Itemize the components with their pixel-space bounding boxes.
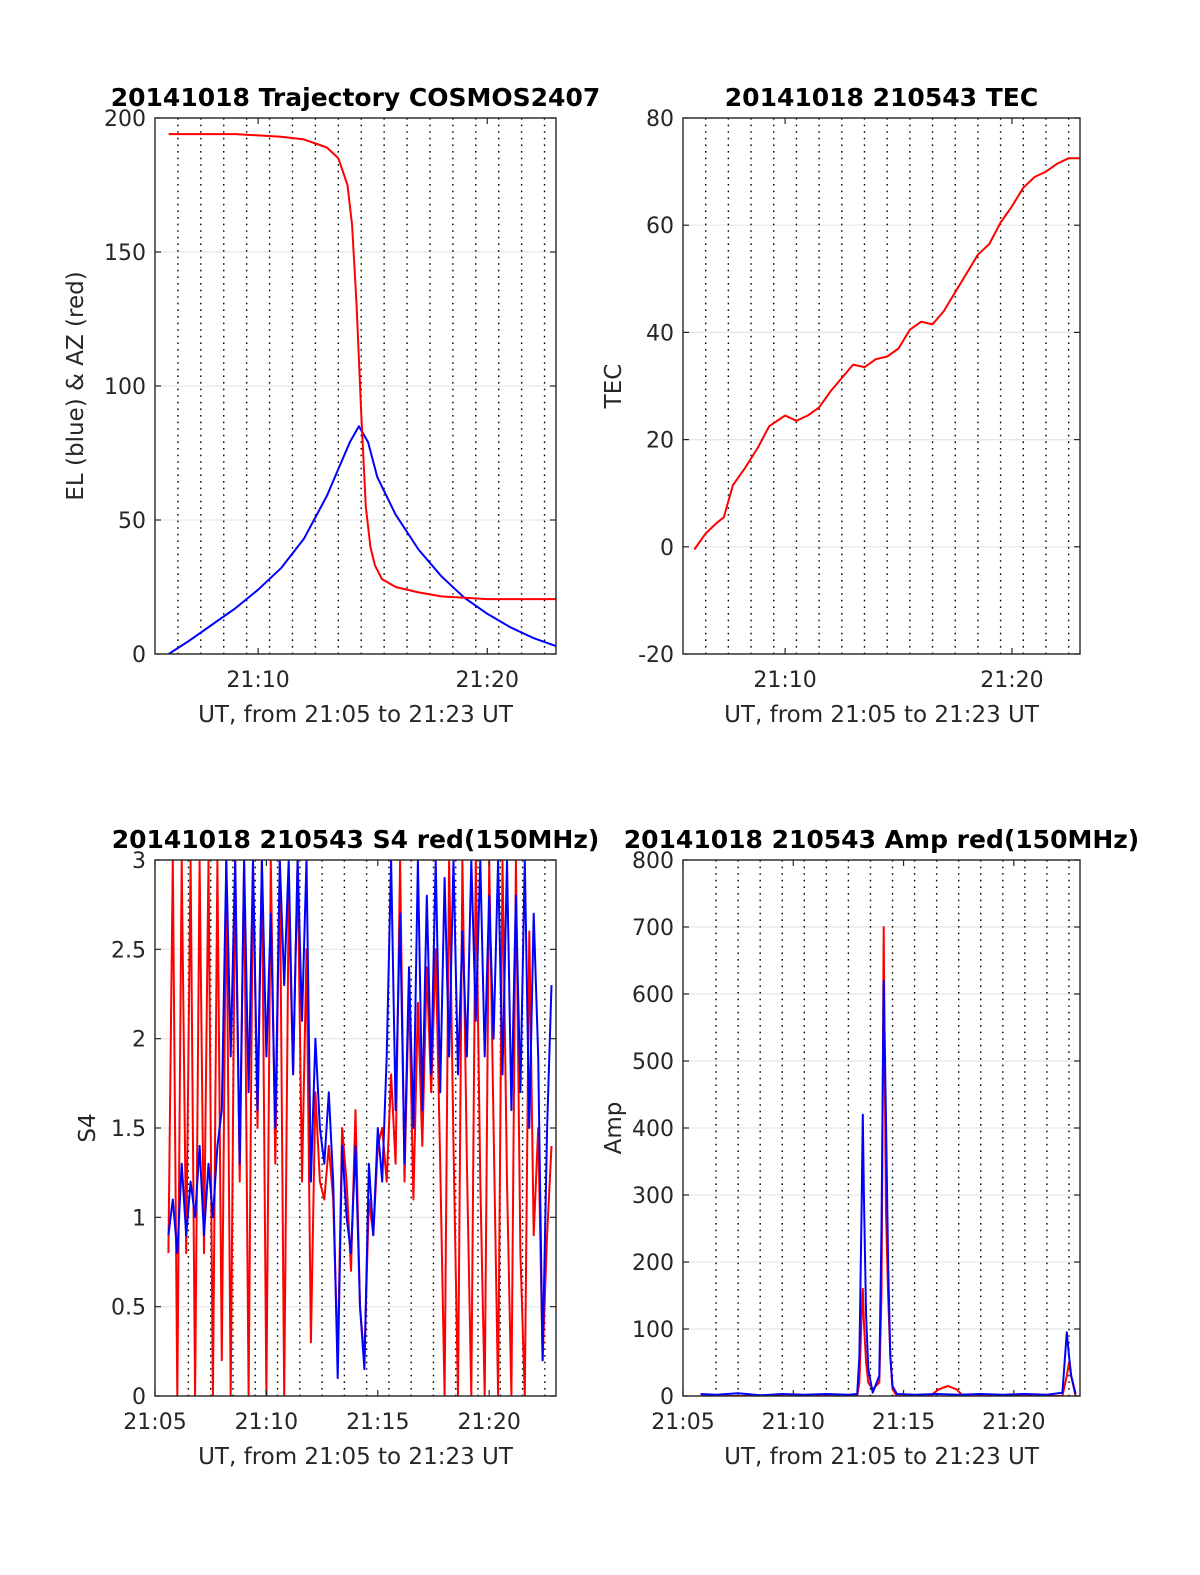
s4-xtick-label: 21:10 <box>235 1410 298 1435</box>
trajectory-plot-area <box>154 117 557 655</box>
amp-ytick-label: 700 <box>632 916 674 941</box>
tec-ytick-label: 20 <box>646 429 674 454</box>
tec-xtick-label: 21:10 <box>753 668 816 693</box>
s4-plot-area <box>154 859 557 1397</box>
trajectory-ytick-label: 100 <box>104 375 146 400</box>
trajectory-xtick-label: 21:20 <box>456 668 519 693</box>
tec-title: 20141018 210543 TEC <box>725 83 1038 112</box>
amp-ytick-label: 200 <box>632 1251 674 1276</box>
tec-xlabel: UT, from 21:05 to 21:23 UT <box>724 702 1040 728</box>
trajectory-ytick-label: 0 <box>132 643 146 668</box>
amp-xtick-label: 21:05 <box>651 1410 714 1435</box>
s4-ylabel: S4 <box>75 1113 101 1142</box>
trajectory-ytick-label: 150 <box>104 241 146 266</box>
s4-ytick-label: 2.5 <box>111 938 146 963</box>
tec-panel: 20141018 210543 TEC UT, from 21:05 to 21… <box>601 83 1081 728</box>
s4-series-blue-line <box>167 860 553 1380</box>
s4-ytick-label: 0 <box>132 1385 146 1410</box>
s4-xtick-label: 21:05 <box>123 1410 186 1435</box>
tec-ytick-label: 80 <box>646 107 674 132</box>
amp-ytick-label: 300 <box>632 1184 674 1209</box>
trajectory-xlabel: UT, from 21:05 to 21:23 UT <box>198 702 514 728</box>
s4-ytick-label: 3 <box>132 849 146 874</box>
s4-ytick-label: 0.5 <box>111 1296 146 1321</box>
amp-ytick-label: 500 <box>632 1050 674 1075</box>
trajectory-xtick-label: 21:10 <box>226 668 289 693</box>
tec-series-red-line <box>693 157 1080 551</box>
amp-ylabel: Amp <box>601 1102 627 1155</box>
amp-ytick-label: 100 <box>632 1318 674 1343</box>
tec-plot-area <box>682 117 1081 655</box>
tec-ytick-label: 60 <box>646 214 674 239</box>
tec-axes-box <box>682 117 1081 655</box>
amp-xlabel: UT, from 21:05 to 21:23 UT <box>724 1444 1040 1470</box>
s4-xtick-label: 21:15 <box>346 1410 409 1435</box>
amp-title: 20141018 210543 Amp red(150MHz) <box>624 825 1140 854</box>
trajectory-ytick-label: 50 <box>118 509 146 534</box>
trajectory-series-el-line <box>168 425 556 654</box>
trajectory-ytick-label: 200 <box>104 107 146 132</box>
amp-xtick-label: 21:20 <box>982 1410 1045 1435</box>
amp-ytick-label: 600 <box>632 983 674 1008</box>
amp-series-blue-line <box>700 979 1077 1396</box>
s4-ytick-label: 1 <box>132 1206 146 1231</box>
tec-ytick-label: -20 <box>638 643 674 668</box>
s4-ytick-label: 2 <box>132 1028 146 1053</box>
trajectory-ylabel: EL (blue) & AZ (red) <box>63 271 89 500</box>
amp-ytick-label: 800 <box>632 849 674 874</box>
s4-ytick-label: 1.5 <box>111 1117 146 1142</box>
amp-plot-area <box>682 859 1081 1397</box>
s4-panel: 20141018 210543 S4 red(150MHz) UT, from … <box>75 825 599 1470</box>
tec-ytick-label: 0 <box>660 536 674 561</box>
amp-panel: 20141018 210543 Amp red(150MHz) UT, from… <box>601 825 1139 1470</box>
s4-title: 20141018 210543 S4 red(150MHz) <box>112 825 600 854</box>
amp-xtick-label: 21:15 <box>872 1410 935 1435</box>
tec-ylabel: TEC <box>601 364 627 410</box>
amp-series-red-line <box>700 926 1077 1396</box>
amp-ytick-label: 400 <box>632 1117 674 1142</box>
tec-xtick-label: 21:20 <box>980 668 1043 693</box>
tec-ytick-label: 40 <box>646 321 674 346</box>
trajectory-panel: 20141018 Trajectory COSMOS2407 UT, from … <box>63 83 600 728</box>
amp-ytick-label: 0 <box>660 1385 674 1410</box>
s4-xlabel: UT, from 21:05 to 21:23 UT <box>198 1444 514 1470</box>
s4-xtick-label: 21:20 <box>457 1410 520 1435</box>
amp-xtick-label: 21:10 <box>762 1410 825 1435</box>
trajectory-series-az-line <box>168 133 556 601</box>
trajectory-title: 20141018 Trajectory COSMOS2407 <box>111 83 601 112</box>
